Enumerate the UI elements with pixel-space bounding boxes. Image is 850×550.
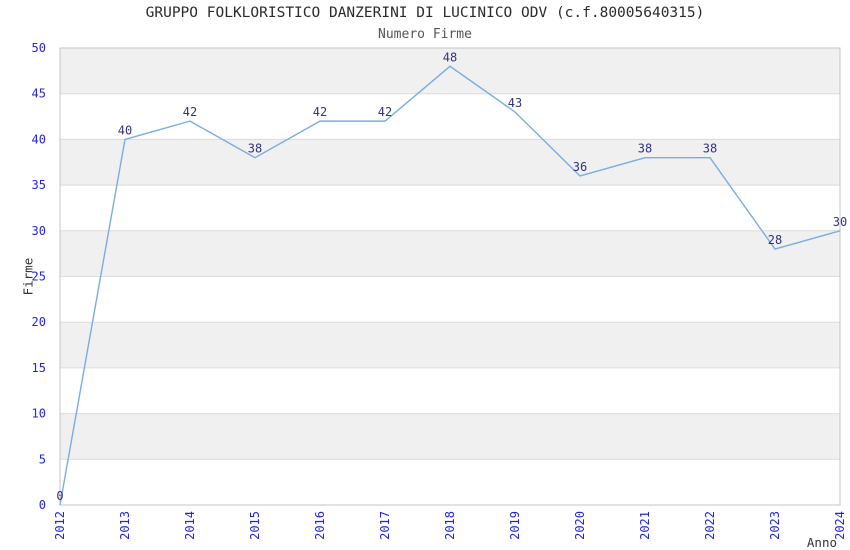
x-tick-label: 2014 bbox=[183, 511, 197, 540]
y-tick-label: 10 bbox=[32, 407, 46, 421]
y-tick-label: 20 bbox=[32, 315, 46, 329]
band bbox=[60, 413, 840, 460]
data-label: 38 bbox=[703, 142, 717, 156]
y-axis-label: Firme bbox=[20, 257, 36, 296]
band bbox=[60, 48, 840, 94]
data-label: 38 bbox=[248, 142, 262, 156]
x-axis-label: Anno bbox=[806, 535, 837, 550]
data-label: 0 bbox=[56, 489, 63, 503]
y-tick-label: 35 bbox=[32, 178, 46, 192]
data-label: 42 bbox=[183, 105, 197, 119]
x-tick-label: 2019 bbox=[508, 511, 522, 540]
x-tick-label: 2015 bbox=[248, 511, 262, 540]
data-label: 42 bbox=[313, 105, 327, 119]
y-tick-label: 0 bbox=[39, 498, 46, 512]
x-tick-label: 2022 bbox=[703, 511, 717, 540]
x-tick-label: 2012 bbox=[53, 511, 67, 540]
chart-title: GRUPPO FOLKLORISTICO DANZERINI DI LUCINI… bbox=[145, 5, 705, 21]
band bbox=[60, 230, 840, 277]
data-label: 43 bbox=[508, 96, 522, 110]
data-label: 36 bbox=[573, 160, 587, 174]
x-tick-label: 2020 bbox=[573, 511, 587, 540]
x-tick-label: 2024 bbox=[833, 511, 847, 540]
y-tick-label: 45 bbox=[32, 87, 46, 101]
data-line bbox=[59, 65, 841, 506]
y-tick-label: 25 bbox=[32, 270, 46, 284]
data-label: 40 bbox=[118, 123, 132, 137]
data-label: 38 bbox=[638, 142, 652, 156]
x-tick-label: 2021 bbox=[638, 511, 652, 540]
y-tick-label: 50 bbox=[32, 41, 46, 55]
y-tick-label: 40 bbox=[32, 132, 46, 146]
plot-border bbox=[59, 47, 841, 506]
y-tick-label: 30 bbox=[32, 224, 46, 238]
y-tick-label: 5 bbox=[39, 452, 46, 466]
y-tick-label: 15 bbox=[32, 361, 46, 375]
x-tick-label: 2017 bbox=[378, 511, 392, 540]
x-tick-label: 2018 bbox=[443, 511, 457, 540]
x-tick-label: 2013 bbox=[118, 511, 132, 540]
chart-subtitle: Numero Firme bbox=[378, 27, 472, 42]
band bbox=[60, 139, 840, 186]
x-tick-label: 2023 bbox=[768, 511, 782, 540]
data-label: 30 bbox=[833, 215, 847, 229]
band bbox=[60, 322, 840, 368]
data-label: 28 bbox=[768, 233, 782, 247]
data-label: 48 bbox=[443, 50, 457, 64]
x-tick-label: 2016 bbox=[313, 511, 327, 540]
data-label: 42 bbox=[378, 105, 392, 119]
